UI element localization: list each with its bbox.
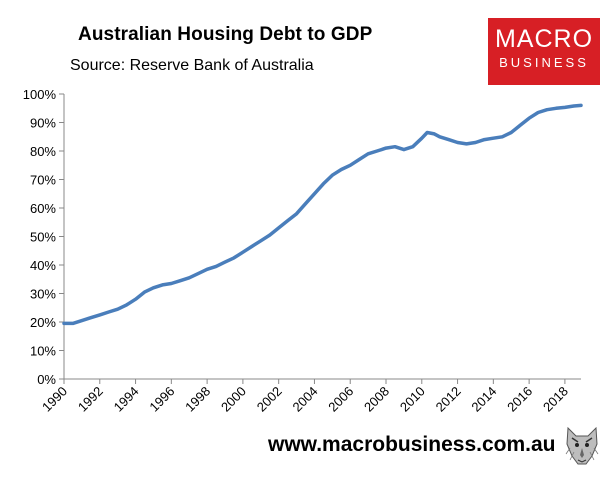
data-point bbox=[403, 148, 405, 150]
data-point bbox=[170, 282, 172, 284]
data-point bbox=[555, 107, 557, 109]
data-point bbox=[483, 138, 485, 140]
y-tick-label: 20% bbox=[30, 315, 56, 330]
data-point bbox=[537, 111, 539, 113]
data-point bbox=[99, 314, 101, 316]
data-point bbox=[546, 108, 548, 110]
x-tick-label: 2006 bbox=[325, 384, 356, 415]
data-point bbox=[251, 245, 253, 247]
data-point bbox=[349, 164, 351, 166]
data-point bbox=[116, 308, 118, 310]
data-point bbox=[394, 146, 396, 148]
y-tick-label: 30% bbox=[30, 287, 56, 302]
y-tick-label: 70% bbox=[30, 173, 56, 188]
x-tick-label: 1990 bbox=[39, 384, 70, 415]
data-point bbox=[573, 105, 575, 107]
data-point bbox=[242, 251, 244, 253]
data-point bbox=[260, 240, 262, 242]
data-point bbox=[433, 133, 435, 135]
macrobusiness-logo: MACRO BUSINESS bbox=[488, 18, 600, 85]
data-point bbox=[376, 150, 378, 152]
data-point bbox=[421, 137, 423, 139]
y-tick-label: 100% bbox=[23, 87, 57, 102]
x-axis: 1990 1992 1994 1996 1998 2000 2002 2004 2006 2008… bbox=[39, 378, 581, 415]
data-point bbox=[179, 279, 181, 281]
x-tick-label: 2014 bbox=[468, 384, 499, 415]
data-point bbox=[161, 284, 163, 286]
y-tick-label: 0% bbox=[37, 372, 56, 387]
series-line-housing-debt bbox=[62, 103, 583, 326]
data-point bbox=[456, 141, 458, 143]
data-point bbox=[313, 193, 315, 195]
data-point bbox=[269, 234, 271, 236]
data-point bbox=[340, 168, 342, 170]
y-tick-label: 60% bbox=[30, 201, 56, 216]
data-point bbox=[474, 141, 476, 143]
data-point bbox=[206, 268, 208, 270]
data-point bbox=[501, 136, 503, 138]
data-point bbox=[492, 137, 494, 139]
data-point bbox=[465, 143, 467, 145]
data-point bbox=[72, 322, 74, 324]
x-tick-label: 2008 bbox=[361, 384, 392, 415]
data-point bbox=[224, 261, 226, 263]
data-point bbox=[426, 131, 428, 133]
data-point bbox=[438, 136, 440, 138]
data-point bbox=[358, 158, 360, 160]
data-point bbox=[188, 277, 190, 279]
data-point bbox=[108, 311, 110, 313]
data-point bbox=[286, 220, 288, 222]
data-point bbox=[510, 131, 512, 133]
x-tick-label: 1994 bbox=[111, 384, 142, 415]
data-point bbox=[81, 319, 83, 321]
data-point bbox=[134, 298, 136, 300]
y-tick-label: 80% bbox=[30, 144, 56, 159]
data-point bbox=[125, 304, 127, 306]
data-point bbox=[447, 138, 449, 140]
chart-title: Australian Housing Debt to GDP bbox=[78, 24, 373, 45]
data-point bbox=[233, 257, 235, 259]
data-point bbox=[197, 272, 199, 274]
y-tick-label: 50% bbox=[30, 230, 56, 245]
data-point bbox=[304, 203, 306, 205]
data-point bbox=[519, 124, 521, 126]
x-tick-label: 1996 bbox=[146, 384, 177, 415]
logo-line-macro: MACRO bbox=[494, 25, 594, 53]
plot-area bbox=[62, 103, 583, 326]
x-tick-label: 1992 bbox=[75, 384, 106, 415]
x-tick-label: 1998 bbox=[182, 384, 213, 415]
logo-line-business: BUSINESS bbox=[499, 55, 589, 70]
website-url: www.macrobusiness.com.au bbox=[268, 433, 556, 456]
y-axis: 0% 10% 20% 30% 40% 50% 60% 70% 80% 90% 100% bbox=[23, 87, 65, 387]
y-tick-label: 10% bbox=[30, 344, 56, 359]
data-point bbox=[277, 227, 279, 229]
data-point bbox=[295, 213, 297, 215]
data-point bbox=[367, 153, 369, 155]
data-point bbox=[580, 104, 582, 106]
y-tick-label: 40% bbox=[30, 258, 56, 273]
data-point bbox=[322, 183, 324, 185]
data-point bbox=[63, 322, 65, 324]
y-tick-label: 90% bbox=[30, 116, 56, 131]
data-point bbox=[331, 174, 333, 176]
x-tick-label: 2000 bbox=[218, 384, 249, 415]
data-point bbox=[152, 287, 154, 289]
data-point bbox=[528, 117, 530, 119]
x-tick-label: 2010 bbox=[397, 384, 428, 415]
x-tick-label: 2018 bbox=[540, 384, 571, 415]
x-tick-label: 2016 bbox=[504, 384, 535, 415]
data-point bbox=[564, 106, 566, 108]
data-point bbox=[412, 146, 414, 148]
data-point bbox=[215, 265, 217, 267]
data-point bbox=[90, 317, 92, 319]
x-tick-label: 2002 bbox=[254, 384, 285, 415]
data-point bbox=[143, 291, 145, 293]
chart-source: Source: Reserve Bank of Australia bbox=[70, 57, 314, 74]
x-tick-label: 2012 bbox=[433, 384, 464, 415]
data-point bbox=[385, 147, 387, 149]
x-tick-label: 2004 bbox=[290, 384, 321, 415]
wolf-head-icon bbox=[565, 426, 599, 465]
